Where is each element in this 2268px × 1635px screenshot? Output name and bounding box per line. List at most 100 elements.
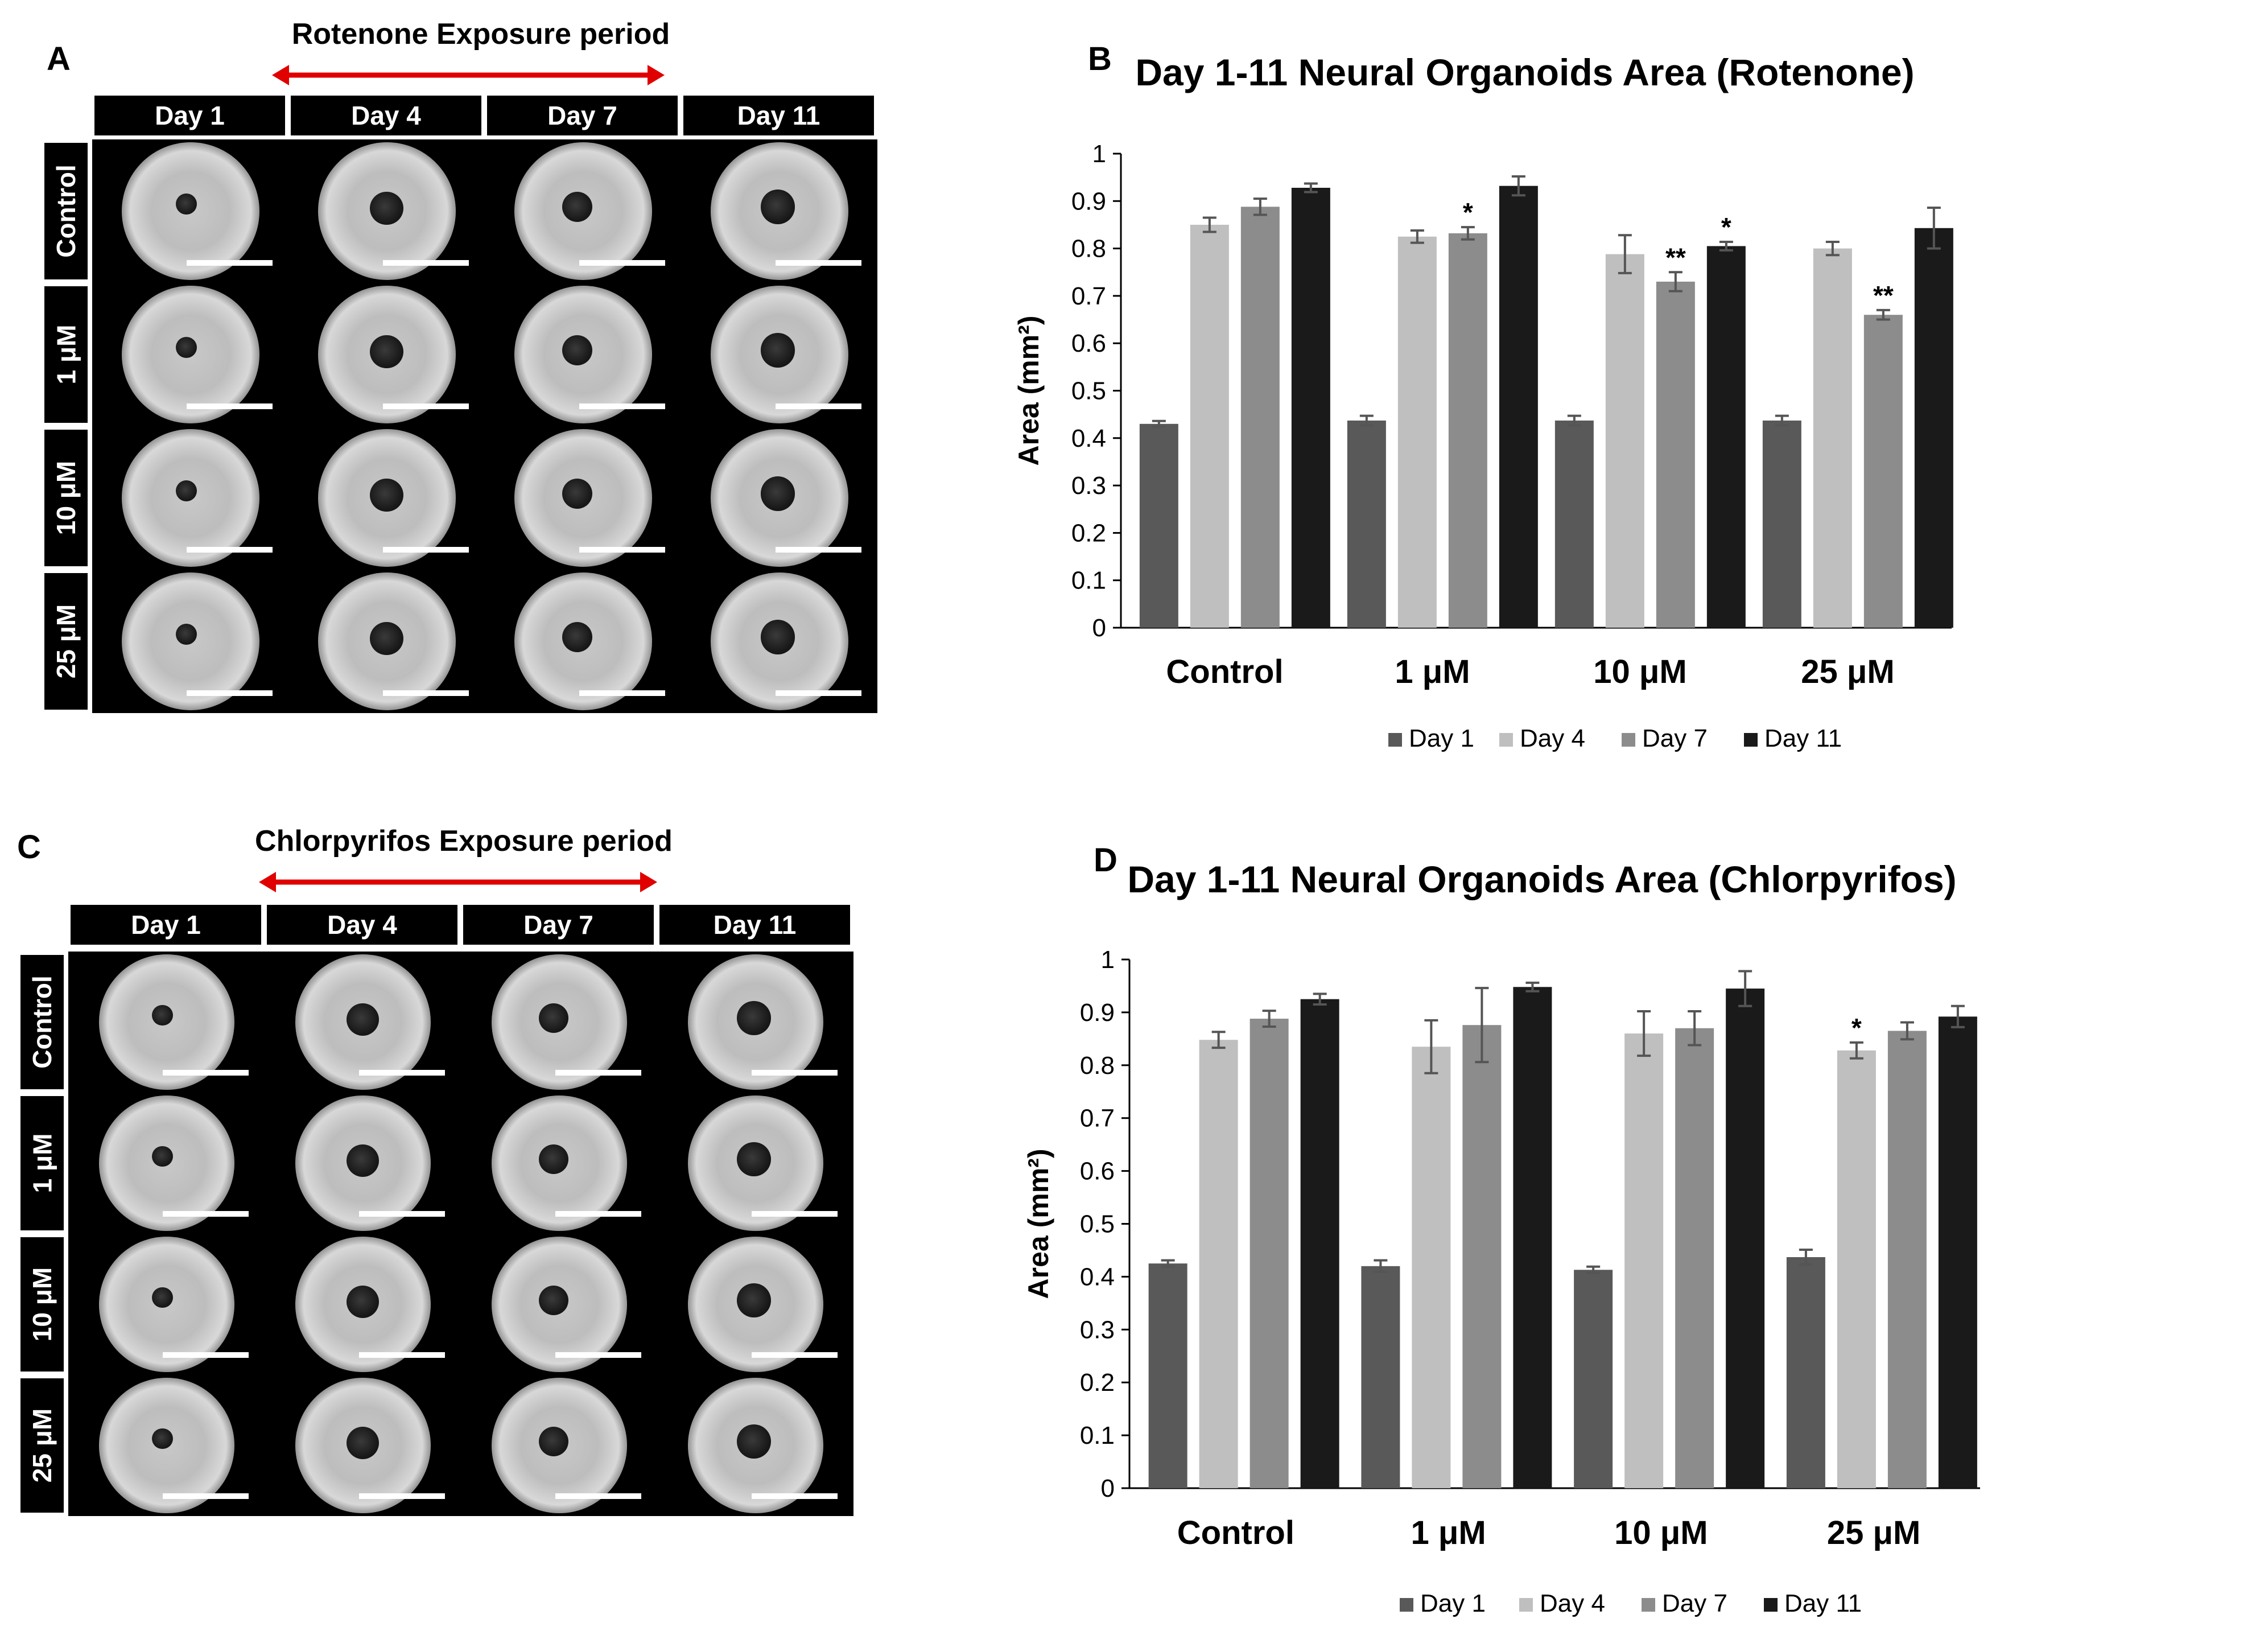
bar	[1605, 254, 1644, 628]
bar	[1706, 246, 1746, 628]
scale-bar	[382, 260, 469, 266]
organoid	[175, 480, 197, 502]
organoid-well-image	[514, 573, 652, 710]
organoid-well-image	[317, 429, 456, 567]
legend-swatch	[1744, 733, 1758, 747]
panel-a-row-label: 10 μM	[44, 430, 88, 566]
bar	[1190, 224, 1229, 628]
scale-bar	[162, 1211, 249, 1217]
scale-bar	[775, 546, 862, 553]
organoid	[370, 479, 403, 512]
x-category-label: Control	[1177, 1514, 1294, 1551]
organoid-well-image	[514, 429, 652, 567]
y-tick-label: 0.6	[1080, 1158, 1115, 1185]
organoid-well-image	[295, 1237, 431, 1372]
panel-a-row-label: Control	[44, 143, 88, 279]
organoid-well-image	[687, 1237, 823, 1372]
scale-bar	[358, 1493, 446, 1500]
panel-a-day-header: Day 4	[291, 96, 481, 135]
organoid-well-image	[317, 142, 456, 280]
bar	[1412, 1047, 1451, 1488]
significance-marker: **	[1665, 242, 1686, 272]
organoid-well-image	[98, 954, 234, 1090]
organoid-well-image	[710, 286, 848, 423]
y-tick-label: 0.7	[1071, 282, 1106, 310]
y-tick-label: 0.6	[1071, 330, 1106, 357]
y-tick-label: 0.9	[1080, 999, 1115, 1027]
organoid-well-image	[491, 954, 627, 1090]
panel-d-letter: D	[1094, 842, 1117, 879]
bar	[1813, 248, 1852, 628]
organoid-well-image	[98, 1096, 234, 1231]
organoid	[152, 1146, 173, 1167]
legend-entry: Day 11	[1784, 1589, 1862, 1617]
organoid	[737, 1424, 771, 1459]
scale-bar	[775, 403, 862, 409]
x-category-label: 10 μM	[1593, 653, 1686, 690]
y-tick-label: 0.8	[1080, 1052, 1115, 1080]
y-tick-label: 1	[1101, 946, 1115, 974]
legend-swatch	[1400, 1598, 1413, 1612]
organoid	[175, 193, 197, 215]
organoid	[760, 333, 795, 368]
organoid	[346, 1003, 380, 1036]
scale-bar	[579, 260, 666, 266]
organoid	[562, 622, 593, 653]
y-tick-label: 1	[1092, 140, 1106, 168]
panel-c-row-label: Control	[20, 955, 64, 1089]
x-category-label: Control	[1166, 653, 1283, 690]
scale-bar	[579, 546, 666, 553]
organoid-well-image	[295, 1096, 431, 1231]
scale-bar	[579, 690, 666, 696]
scale-bar	[186, 403, 273, 409]
x-category-label: 1 μM	[1395, 653, 1470, 690]
organoid-well-image	[121, 429, 259, 567]
scale-bar	[162, 1352, 249, 1358]
organoid	[175, 624, 197, 645]
y-tick-label: 0.2	[1071, 519, 1106, 547]
panel-b-letter: B	[1088, 40, 1112, 77]
bar	[1887, 1031, 1927, 1488]
organoid-well-image	[514, 142, 652, 280]
panel-a-letter: A	[47, 40, 71, 77]
legend-swatch	[1388, 733, 1402, 747]
organoid	[760, 190, 795, 224]
organoid-well-image	[491, 1096, 627, 1231]
panel-c-day-header: Day 4	[267, 905, 457, 945]
x-category-label: 25 μM	[1801, 653, 1894, 690]
scale-bar	[555, 1493, 642, 1500]
x-category-label: 1 μM	[1411, 1514, 1486, 1551]
panel-c-row-label: 25 μM	[20, 1378, 64, 1513]
panel-c-row-label: 1 μM	[20, 1096, 64, 1230]
organoid	[346, 1426, 380, 1459]
legend-entry: Day 7	[1662, 1589, 1727, 1617]
legend-entry: Day 4	[1540, 1589, 1605, 1617]
panel-c-exposure-arrow	[259, 872, 657, 892]
scale-bar	[555, 1211, 642, 1217]
y-tick-label: 0.8	[1071, 235, 1106, 263]
bar	[1554, 420, 1594, 628]
y-tick-label: 0.1	[1080, 1422, 1115, 1449]
organoid	[152, 1287, 173, 1308]
y-tick-label: 0	[1101, 1475, 1115, 1502]
scale-bar	[186, 260, 273, 266]
bar	[1361, 1266, 1400, 1488]
organoid-well-image	[98, 1237, 234, 1372]
y-tick-label: 0.7	[1080, 1105, 1115, 1132]
bar	[1291, 187, 1330, 628]
bar	[1347, 420, 1386, 628]
bar	[1863, 315, 1903, 628]
legend-swatch	[1519, 1598, 1533, 1612]
significance-marker: *	[1463, 197, 1473, 227]
organoid	[562, 192, 593, 223]
scale-bar	[162, 1070, 249, 1076]
panel-c-exposure-title: Chlorpyrifos Exposure period	[255, 825, 673, 858]
bar	[1726, 989, 1765, 1488]
organoid	[737, 1001, 771, 1035]
organoid-well-image	[121, 573, 259, 710]
y-tick-label: 0.5	[1080, 1210, 1115, 1238]
organoid-well-image	[295, 1378, 431, 1513]
panel-a-exposure-arrow	[272, 65, 665, 85]
organoid	[538, 1426, 569, 1457]
organoid	[760, 620, 795, 654]
